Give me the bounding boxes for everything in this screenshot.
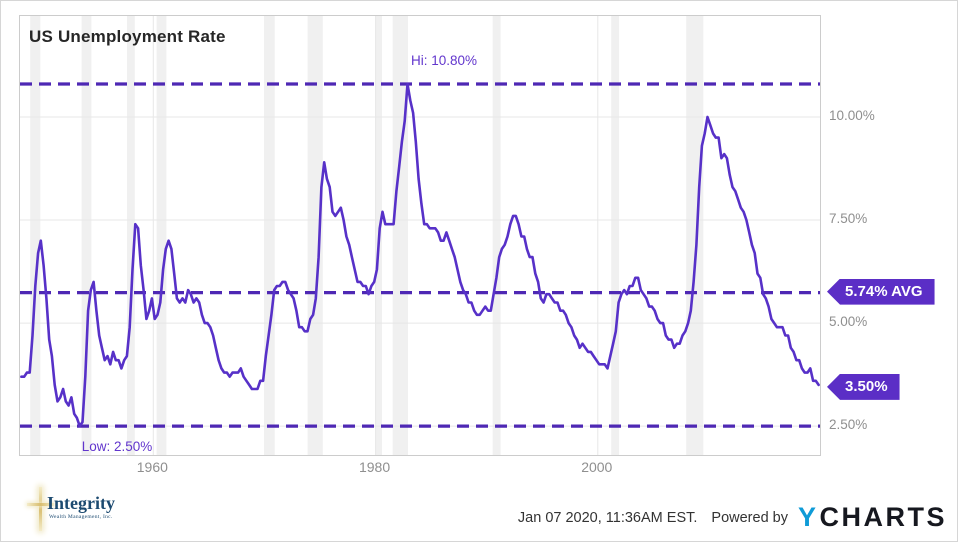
recession-band [127, 16, 135, 455]
chart-plot-area[interactable] [19, 15, 821, 456]
ycharts-y-glyph: Y [797, 502, 819, 532]
average-badge: 5.74% AVG [827, 278, 935, 305]
footer-attribution: Jan 07 2020, 11:36AM EST. Powered by YCH… [518, 504, 947, 531]
recession-band [392, 16, 408, 455]
high-annotation: Hi: 10.80% [410, 53, 478, 68]
recession-band [492, 16, 501, 455]
recession-band [30, 16, 41, 455]
y-tick-label: 2.50% [829, 417, 868, 433]
recession-band [686, 16, 704, 455]
cross-icon [39, 487, 42, 531]
x-axis: 1960 1980 2000 [19, 459, 819, 479]
integrity-logo-tagline: Wealth Management, Inc. [49, 514, 113, 520]
y-tick-label: 5.00% [829, 314, 868, 330]
y-tick-label: 10.00% [829, 107, 875, 123]
recession-band [264, 16, 275, 455]
y-tick-label: 7.50% [829, 211, 868, 227]
x-tick-label: 2000 [581, 459, 613, 475]
recession-band [156, 16, 167, 455]
x-tick-label: 1980 [358, 459, 391, 475]
latest-value-badge: 3.50% [827, 373, 900, 400]
low-annotation: Low: 2.50% [81, 439, 153, 454]
recession-band [81, 16, 92, 455]
integrity-logo-name: Integrity [47, 493, 115, 513]
unemployment-line [20, 82, 820, 428]
y-axis: 5.74% AVG 3.50% 10.00% 7.50% 5.00% 2.50% [827, 15, 957, 454]
unemployment-line-chart [20, 16, 820, 455]
x-tick-label: 1960 [136, 459, 168, 475]
integrity-logo: Integrity Wealth Management, Inc. [11, 487, 151, 535]
recession-band [611, 16, 620, 455]
chart-title: US Unemployment Rate [29, 27, 226, 46]
ycharts-wordmark: CHARTS [819, 502, 947, 532]
recession-band [307, 16, 323, 455]
cross-icon [27, 503, 54, 506]
powered-by-label: Powered by [711, 509, 788, 526]
ycharts-logo[interactable]: YCHARTS [798, 504, 947, 531]
timestamp: Jan 07 2020, 11:36AM EST. [517, 509, 698, 526]
